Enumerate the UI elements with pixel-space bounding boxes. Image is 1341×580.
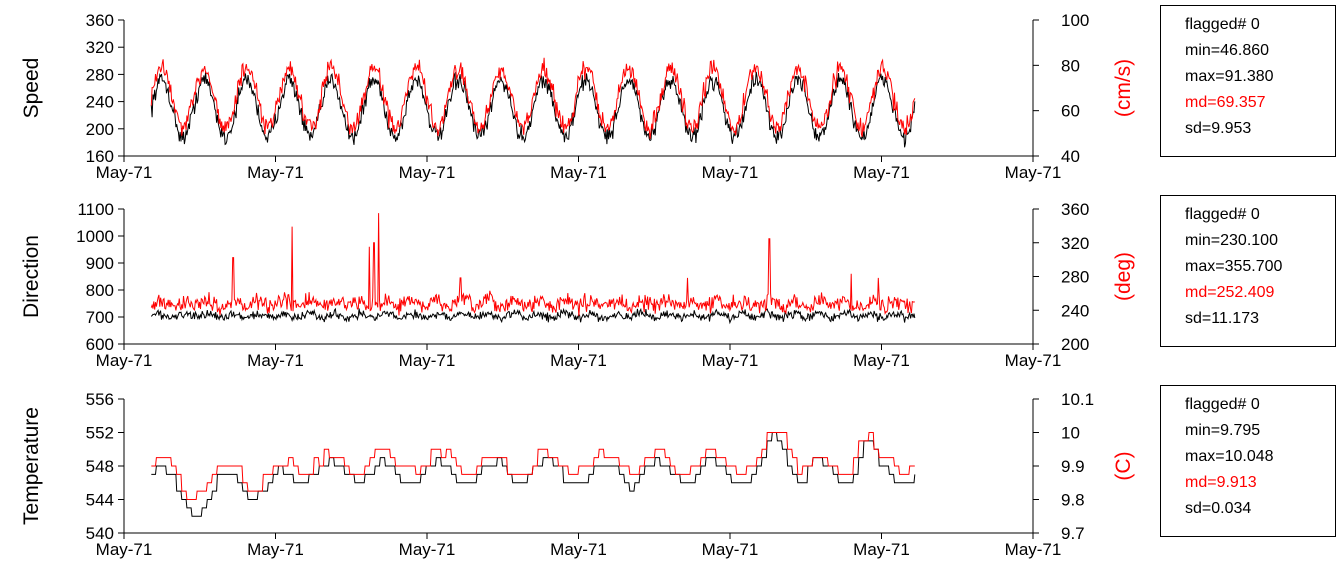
y2-tick-label: 200 — [1061, 335, 1089, 354]
stat-flagged: flagged# 0 — [1185, 396, 1260, 413]
y2-tick-label: 60 — [1061, 102, 1080, 121]
y-tick-label: 200 — [86, 120, 114, 139]
y2-tick-label: 10.1 — [1061, 390, 1094, 409]
y-tick-label: 556 — [86, 390, 114, 409]
y2-axis-label: (C) — [1112, 451, 1135, 480]
y-tick-label: 800 — [86, 281, 114, 300]
y2-tick-label: 40 — [1061, 147, 1080, 166]
y2-tick-label: 9.9 — [1061, 457, 1085, 476]
stat-md: md=9.913 — [1185, 474, 1257, 491]
stat-md: md=252.409 — [1185, 284, 1275, 301]
stats-box-temperature: flagged# 0 min=9.795 max=10.048 md=9.913… — [1160, 385, 1336, 537]
x-tick-label: May-71 — [550, 351, 607, 370]
y2-axis-label: (deg) — [1112, 252, 1135, 301]
x-tick-label: May-71 — [247, 540, 304, 559]
x-tick-label: May-71 — [96, 163, 153, 182]
series-line-black — [150, 307, 916, 325]
y2-tick-label: 240 — [1061, 301, 1089, 320]
x-tick-label: May-71 — [1005, 351, 1062, 370]
y-tick-label: 548 — [86, 457, 114, 476]
stat-max: max=10.048 — [1185, 448, 1274, 465]
x-tick-label: May-71 — [550, 540, 607, 559]
stat-flagged: flagged# 0 — [1185, 206, 1260, 223]
y2-tick-label: 9.8 — [1061, 491, 1085, 510]
y-tick-label: 544 — [86, 491, 114, 510]
y-tick-label: 360 — [86, 11, 114, 30]
y-axis-label: Direction — [20, 235, 43, 318]
x-tick-label: May-71 — [399, 540, 456, 559]
x-tick-label: May-71 — [399, 163, 456, 182]
y2-tick-label: 320 — [1061, 234, 1089, 253]
stat-min: min=9.795 — [1185, 422, 1261, 439]
x-tick-label: May-71 — [96, 351, 153, 370]
y-tick-label: 280 — [86, 65, 114, 84]
series-line-red — [150, 213, 915, 316]
series-line-black — [150, 71, 916, 148]
x-tick-label: May-71 — [550, 163, 607, 182]
y-axis-label: Speed — [20, 58, 43, 119]
stat-max: max=91.380 — [1185, 68, 1274, 85]
x-tick-label: May-71 — [96, 540, 153, 559]
stat-min: min=230.100 — [1185, 232, 1278, 249]
y2-tick-label: 10 — [1061, 424, 1080, 443]
series-line-red — [150, 57, 916, 139]
y2-tick-label: 280 — [1061, 268, 1089, 287]
series-line-red — [151, 432, 915, 500]
y2-tick-label: 9.7 — [1061, 524, 1085, 543]
x-tick-label: May-71 — [1005, 540, 1062, 559]
y-axis-label: Temperature — [20, 407, 43, 525]
x-tick-label: May-71 — [702, 163, 759, 182]
x-tick-label: May-71 — [702, 351, 759, 370]
stat-flagged: flagged# 0 — [1185, 16, 1260, 33]
x-tick-label: May-71 — [702, 540, 759, 559]
y-tick-label: 700 — [86, 308, 114, 327]
y2-tick-label: 360 — [1061, 200, 1089, 219]
stats-box-direction: flagged# 0 min=230.100 max=355.700 md=25… — [1160, 195, 1336, 347]
y-tick-label: 1000 — [76, 227, 114, 246]
stats-box-speed: flagged# 0 min=46.860 max=91.380 md=69.3… — [1160, 5, 1336, 157]
y-tick-label: 1100 — [77, 200, 114, 219]
x-tick-label: May-71 — [853, 351, 910, 370]
x-tick-label: May-71 — [247, 351, 304, 370]
y2-tick-label: 100 — [1061, 11, 1089, 30]
stat-sd: sd=11.173 — [1185, 310, 1259, 327]
y-tick-label: 240 — [86, 93, 114, 112]
y-tick-label: 160 — [86, 147, 114, 166]
y2-axis-label: (cm/s) — [1112, 59, 1135, 117]
stat-max: max=355.700 — [1185, 258, 1283, 275]
y2-tick-label: 80 — [1061, 56, 1080, 75]
stat-min: min=46.860 — [1185, 42, 1270, 59]
y-tick-label: 552 — [86, 424, 114, 443]
y-tick-label: 600 — [86, 335, 114, 354]
x-tick-label: May-71 — [1005, 163, 1062, 182]
x-tick-label: May-71 — [853, 540, 910, 559]
x-tick-label: May-71 — [247, 163, 304, 182]
x-tick-label: May-71 — [399, 351, 456, 370]
stat-sd: sd=0.034 — [1185, 500, 1252, 517]
y-tick-label: 320 — [86, 38, 114, 57]
y-tick-label: 540 — [86, 524, 114, 543]
stat-md: md=69.357 — [1185, 94, 1266, 111]
y-tick-label: 900 — [86, 254, 114, 273]
x-tick-label: May-71 — [853, 163, 910, 182]
stat-sd: sd=9.953 — [1185, 120, 1252, 137]
